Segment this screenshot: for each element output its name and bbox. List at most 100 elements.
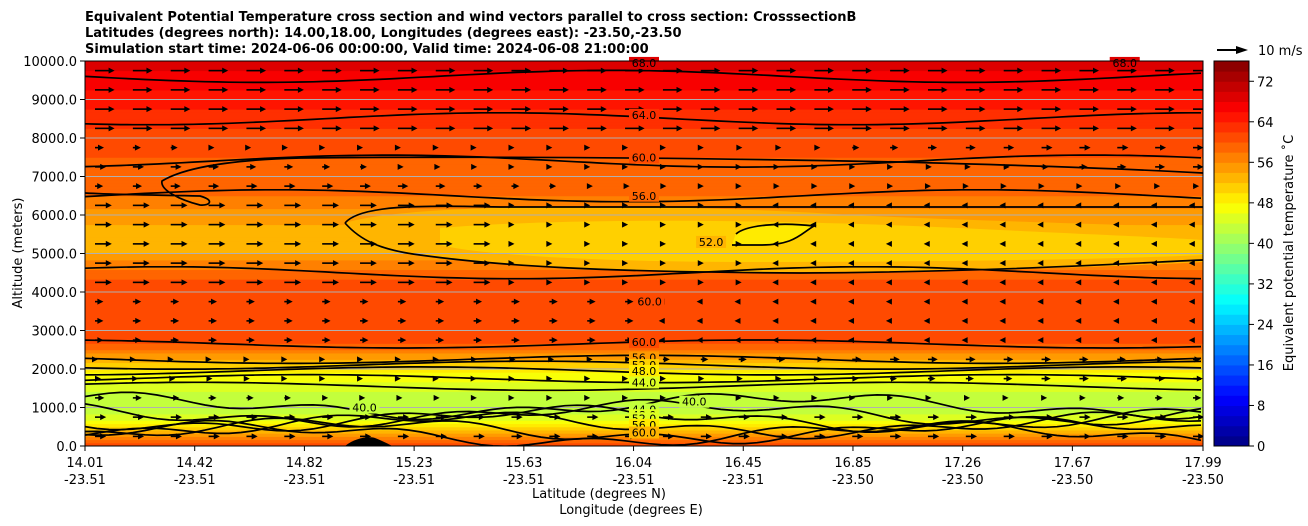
wind-vector (132, 433, 145, 440)
theta-e-band (85, 105, 1203, 110)
contour-label-bg (629, 189, 659, 202)
wind-vector (772, 260, 779, 267)
contour-line (85, 156, 1203, 206)
wind-vector (319, 144, 326, 151)
wind-vector (885, 221, 892, 228)
wind-vector (738, 86, 759, 93)
theta-e-band (85, 76, 1203, 81)
wind-vector (473, 86, 494, 93)
y-tick-label: 10000.0 (23, 55, 77, 70)
wind-vector (473, 202, 491, 209)
wind-vector (432, 356, 439, 363)
contour-label-bg (696, 235, 727, 248)
wind-vector (623, 183, 630, 190)
wind-vector (584, 375, 591, 382)
wind-vector (1155, 86, 1175, 93)
contour-line (85, 154, 1202, 168)
wind-vector (435, 298, 445, 305)
wind-vector (132, 375, 139, 382)
theta-e-band (85, 310, 1203, 315)
contour-line (344, 222, 1203, 274)
wind-vector (1193, 69, 1203, 72)
wind-vector (772, 202, 779, 209)
wind-vector (814, 86, 834, 93)
quiver-key: 10 m/s (1217, 44, 1303, 59)
wind-vector (923, 202, 930, 209)
wind-vector (736, 375, 743, 382)
wind-vector (999, 337, 1006, 344)
theta-e-pocket (732, 224, 814, 246)
wind-vector (170, 106, 191, 113)
colorbar-segment (1214, 354, 1249, 366)
x-tick-label-lat: 16.85 (834, 456, 871, 471)
wind-vector (738, 125, 759, 132)
wind-vector (890, 86, 910, 93)
wind-vector (965, 106, 986, 113)
wind-vector (773, 163, 780, 170)
wind-vector (132, 414, 145, 421)
wind-vector (927, 86, 948, 93)
wind-vector (284, 221, 302, 228)
contour-label: 48.0 (632, 365, 657, 378)
wind-vector (625, 125, 645, 132)
wind-vector (284, 240, 302, 247)
wind-vector (284, 317, 293, 324)
wind-vector (1075, 260, 1082, 267)
wind-vector (435, 106, 456, 113)
wind-vector (132, 202, 150, 209)
wind-vector (1003, 163, 1010, 170)
wind-vector (508, 394, 515, 401)
terrain (345, 437, 392, 446)
y-tick-label: 2000.0 (32, 363, 78, 378)
wind-vector (360, 106, 380, 113)
wind-vector (1193, 375, 1203, 382)
wind-vector (890, 356, 900, 363)
wind-vector (734, 298, 741, 305)
colorbar-label: Equivalent potential temperature ˚C (1281, 135, 1297, 371)
contour-label-bg (629, 108, 659, 121)
wind-vector (243, 375, 250, 382)
wind-vector (697, 144, 704, 151)
wind-vector (700, 433, 712, 440)
wind-vector (397, 67, 418, 74)
wind-vector (1188, 221, 1195, 228)
wind-vector (625, 86, 645, 93)
wind-vector (470, 375, 477, 382)
wind-vector (622, 202, 629, 209)
x-tick-label-lon: -23.50 (832, 473, 874, 488)
wind-vector (890, 375, 898, 382)
wind-vector (1150, 337, 1157, 344)
x-tick-label-lon: -23.50 (1182, 473, 1224, 488)
wind-vector (1079, 86, 1100, 93)
wind-vector (852, 433, 864, 440)
wind-vector (700, 125, 721, 132)
wind-vector (170, 183, 181, 190)
colorbar-segment (1214, 314, 1249, 325)
wind-vector (397, 279, 415, 286)
wind-vector (961, 202, 968, 209)
wind-vector (396, 394, 403, 401)
wind-vector (810, 337, 817, 344)
contour-label-bg (629, 56, 659, 69)
wind-vector (548, 356, 555, 363)
wind-vector (95, 394, 105, 401)
wind-vector (700, 67, 721, 74)
wind-vector (170, 86, 191, 93)
colorbar-segment (1214, 91, 1249, 103)
wind-vector (473, 125, 494, 132)
theta-e-band (85, 121, 1203, 126)
x-tick-label-lon: -23.51 (64, 473, 106, 488)
wind-vector (132, 67, 153, 74)
wind-vector (95, 183, 104, 190)
wind-vector (473, 298, 483, 305)
wind-vector (397, 221, 415, 228)
y-tick-label: 3000.0 (32, 325, 78, 340)
wind-vector (584, 163, 591, 170)
wind-vector (360, 240, 377, 247)
wind-vector (397, 260, 415, 267)
wind-vector (246, 163, 257, 170)
colorbar-segment (1214, 111, 1249, 123)
y-tick-label: 0.0 (56, 440, 77, 455)
wind-vector (170, 394, 180, 401)
wind-vector (95, 202, 112, 209)
